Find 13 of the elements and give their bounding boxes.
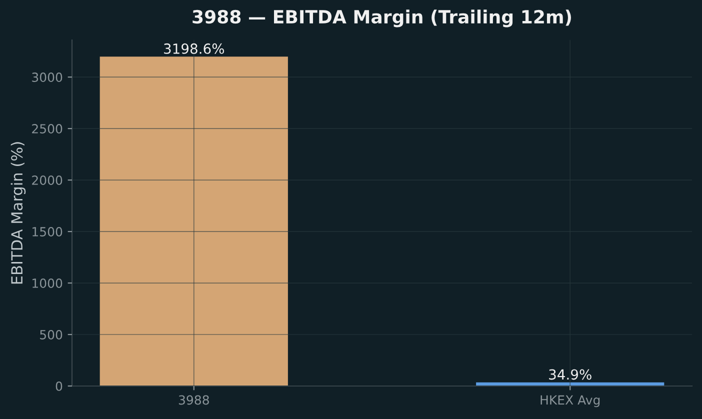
y-tick-label: 1000 <box>32 278 62 288</box>
y-tick-label: 0 <box>56 381 62 391</box>
y-tick-label: 500 <box>40 330 62 340</box>
y-tick-label: 2500 <box>32 124 62 134</box>
y-axis-title: EBITDA Margin (%) <box>10 142 26 284</box>
x-tick-label: HKEX Avg <box>540 395 600 408</box>
data-label: 34.9% <box>549 369 592 380</box>
data-label: 3198.6% <box>164 43 224 54</box>
y-tick-label: 1500 <box>32 227 62 236</box>
chart-title: 3988 — EBITDA Margin (Trailing 12m) <box>192 10 571 28</box>
y-tick-label: 3000 <box>32 72 62 82</box>
x-tick-label: 3988 <box>178 395 209 405</box>
y-tick-label: 2000 <box>32 176 62 185</box>
